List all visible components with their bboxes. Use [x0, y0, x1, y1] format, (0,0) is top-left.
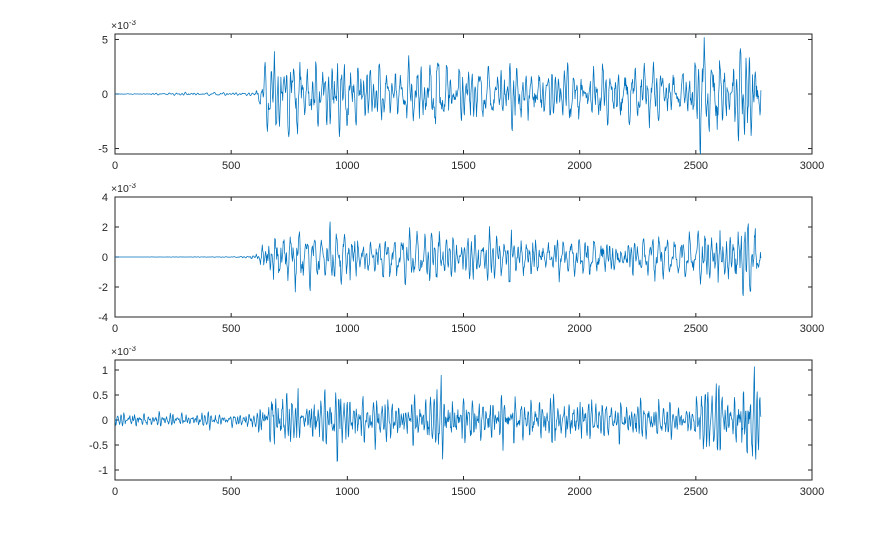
- x-tick-label: 2500: [684, 323, 708, 335]
- y-tick-label: 5: [102, 34, 108, 46]
- subplot-top-canvas: 0 500 1000 1500 2000 2500 3000 -5 0 5×10-3: [98, 20, 824, 172]
- subplot-top: 0 500 1000 1500 2000 2500 3000 -5 0 5 ×10-3: [0, 20, 895, 183]
- x-tick-label: 2500: [684, 486, 708, 498]
- x-tick-label: 1000: [335, 160, 359, 172]
- x-tick-label: 3000: [800, 486, 824, 498]
- signal-trace: [115, 221, 762, 296]
- x-tick-label: 1500: [451, 160, 475, 172]
- y-tick-label: -1: [98, 465, 108, 477]
- subplot-middle: 0 500 1000 1500 2000 2500 3000 -4 -2 0 2 4 ×10-3: [0, 183, 895, 346]
- y-tick-label: 0: [102, 415, 108, 427]
- y-tick-label: 1: [102, 365, 108, 377]
- subplot-bottom: 0 500 1000 1500 2000 2500 3000 -1 -0.5 0 0.5 1 ×10-3: [0, 346, 895, 509]
- y-tick-label: 4: [102, 192, 108, 204]
- signal-trace: [115, 366, 762, 462]
- y-tick-label: -0.5: [89, 440, 108, 452]
- x-tick-label: 0: [112, 323, 118, 335]
- y-tick-label: 0: [102, 252, 108, 264]
- x-tick-label: 3000: [800, 323, 824, 335]
- x-tick-label: 3000: [800, 160, 824, 172]
- x-tick-label: 2500: [684, 160, 708, 172]
- x-tick-label: 0: [112, 486, 118, 498]
- y-tick-label: -5: [98, 144, 108, 156]
- x-tick-label: 1000: [335, 323, 359, 335]
- y-tick-label: -4: [98, 312, 108, 324]
- y-tick-label: 0: [102, 89, 108, 101]
- y-tick-label: 2: [102, 222, 108, 234]
- subplot-bottom-canvas: 0 500 1000 1500 2000 2500 3000 -1 -0.5 0 0.5 1×10-3: [89, 346, 824, 498]
- x-tick-label: 500: [222, 323, 240, 335]
- signal-trace: [115, 37, 762, 154]
- x-tick-label: 500: [222, 486, 240, 498]
- x-tick-label: 1500: [451, 486, 475, 498]
- x-tick-label: 500: [222, 160, 240, 172]
- y-tick-label: 0.5: [93, 390, 108, 402]
- x-tick-label: 2000: [567, 160, 591, 172]
- axis-scale-label: ×10-3: [111, 20, 136, 32]
- subplot-middle-canvas: 0 500 1000 1500 2000 2500 3000 -4 -2 0 2 4×10-3: [98, 183, 824, 335]
- x-tick-label: 1000: [335, 486, 359, 498]
- x-tick-label: 0: [112, 160, 118, 172]
- axis-scale-label: ×10-3: [111, 346, 136, 358]
- axis-scale-label: ×10-3: [111, 183, 136, 195]
- y-tick-label: -2: [98, 282, 108, 294]
- x-tick-label: 2000: [567, 323, 591, 335]
- x-tick-label: 2000: [567, 486, 591, 498]
- x-tick-label: 1500: [451, 323, 475, 335]
